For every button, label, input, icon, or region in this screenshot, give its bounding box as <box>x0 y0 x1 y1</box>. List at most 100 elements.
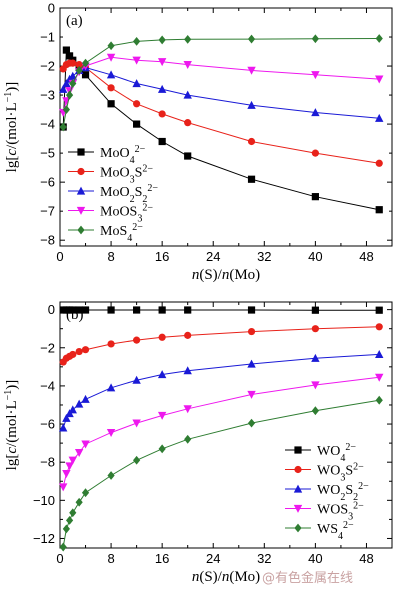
data-point <box>158 110 166 118</box>
legend-label: MoO42− <box>100 144 146 166</box>
data-point <box>62 79 71 88</box>
x-tick-label: 40 <box>308 551 322 566</box>
data-point <box>247 418 256 428</box>
data-point <box>375 159 383 167</box>
y-tick-label: −1 <box>40 30 55 45</box>
data-point <box>184 34 192 44</box>
data-point <box>106 70 116 79</box>
data-point <box>375 323 383 331</box>
y-axis-title: lg[c/(mol·L−1)] <box>3 380 21 471</box>
y-tick-label: 0 <box>48 1 55 16</box>
y-tick-label: −4 <box>40 117 55 132</box>
legend-label: WOS32− <box>317 500 364 522</box>
data-point <box>81 394 90 403</box>
legend-marker <box>76 186 86 195</box>
legend-label: WO42− <box>317 442 356 464</box>
data-point <box>157 58 167 67</box>
y-tick-label: −6 <box>40 175 55 190</box>
data-point <box>65 515 74 525</box>
data-point <box>184 152 192 160</box>
data-point <box>65 90 74 100</box>
data-point <box>68 405 77 414</box>
x-tick-label: 32 <box>257 551 271 566</box>
data-point <box>184 331 192 339</box>
data-point <box>158 35 166 45</box>
x-tick-label: 0 <box>56 551 63 566</box>
data-point <box>247 175 256 183</box>
y-tick-label: −3 <box>40 88 55 103</box>
data-point <box>107 306 115 314</box>
data-point <box>184 119 192 127</box>
data-point <box>247 66 256 75</box>
legend-marker <box>77 148 85 156</box>
data-point <box>81 440 90 449</box>
data-point <box>184 434 192 444</box>
legend-marker <box>77 167 85 176</box>
data-point <box>81 306 90 314</box>
data-point <box>311 306 319 314</box>
data-point <box>183 90 192 99</box>
data-point <box>133 36 141 46</box>
data-point <box>157 84 167 93</box>
data-point <box>107 84 115 92</box>
x-tick-label: 24 <box>206 551 220 566</box>
data-point <box>65 52 74 60</box>
y-tick-label: −5 <box>40 146 55 161</box>
data-point <box>62 470 71 479</box>
panel-label: (b) <box>66 307 84 323</box>
data-point <box>184 306 192 314</box>
legend-marker <box>294 523 302 533</box>
data-point <box>62 524 70 534</box>
data-point <box>69 306 77 314</box>
data-point <box>375 373 384 382</box>
data-point <box>247 34 256 44</box>
data-point <box>106 429 116 438</box>
legend-label: WO3S2− <box>317 461 364 483</box>
x-tick-label: 0 <box>56 249 63 264</box>
data-point <box>157 370 167 379</box>
y-axis-title: lg[c/(mol·L−1)] <box>3 82 21 173</box>
y-tick-label: −2 <box>40 340 55 355</box>
data-point <box>106 53 116 62</box>
panel-label: (a) <box>66 13 83 29</box>
data-point <box>133 336 141 344</box>
data-point <box>75 60 83 69</box>
data-point <box>81 71 90 79</box>
data-point <box>158 444 166 454</box>
data-point <box>75 347 83 356</box>
y-tick-label: 0 <box>48 302 55 317</box>
x-tick-label: 8 <box>107 249 114 264</box>
y-tick-label: −10 <box>33 493 55 508</box>
y-tick-label: −2 <box>40 59 55 74</box>
data-point <box>75 497 83 507</box>
x-tick-label: 48 <box>359 551 373 566</box>
data-point <box>375 306 383 314</box>
data-point <box>106 383 116 392</box>
data-point <box>132 56 141 65</box>
data-point <box>247 137 256 146</box>
data-point <box>62 46 70 54</box>
data-point <box>158 333 166 341</box>
data-point <box>74 399 84 408</box>
legend-label: MoS42− <box>100 222 143 244</box>
data-point <box>59 122 67 132</box>
x-axis-title: n(S)/n(Mo) <box>192 569 260 585</box>
data-point <box>311 406 319 416</box>
data-point <box>247 390 256 399</box>
legend-label: MoO2S22− <box>100 183 158 205</box>
data-point <box>58 84 68 93</box>
data-point <box>311 325 319 333</box>
x-tick-label: 32 <box>257 249 271 264</box>
legend-label: MoOS32− <box>100 202 153 224</box>
data-point <box>74 449 84 458</box>
data-point <box>311 193 319 201</box>
data-point <box>375 395 383 405</box>
data-point <box>58 423 68 432</box>
data-point <box>81 58 90 68</box>
data-point <box>375 113 384 122</box>
data-point <box>375 350 384 359</box>
data-point <box>81 488 90 498</box>
data-point <box>133 455 141 465</box>
plot-frame <box>59 301 393 549</box>
